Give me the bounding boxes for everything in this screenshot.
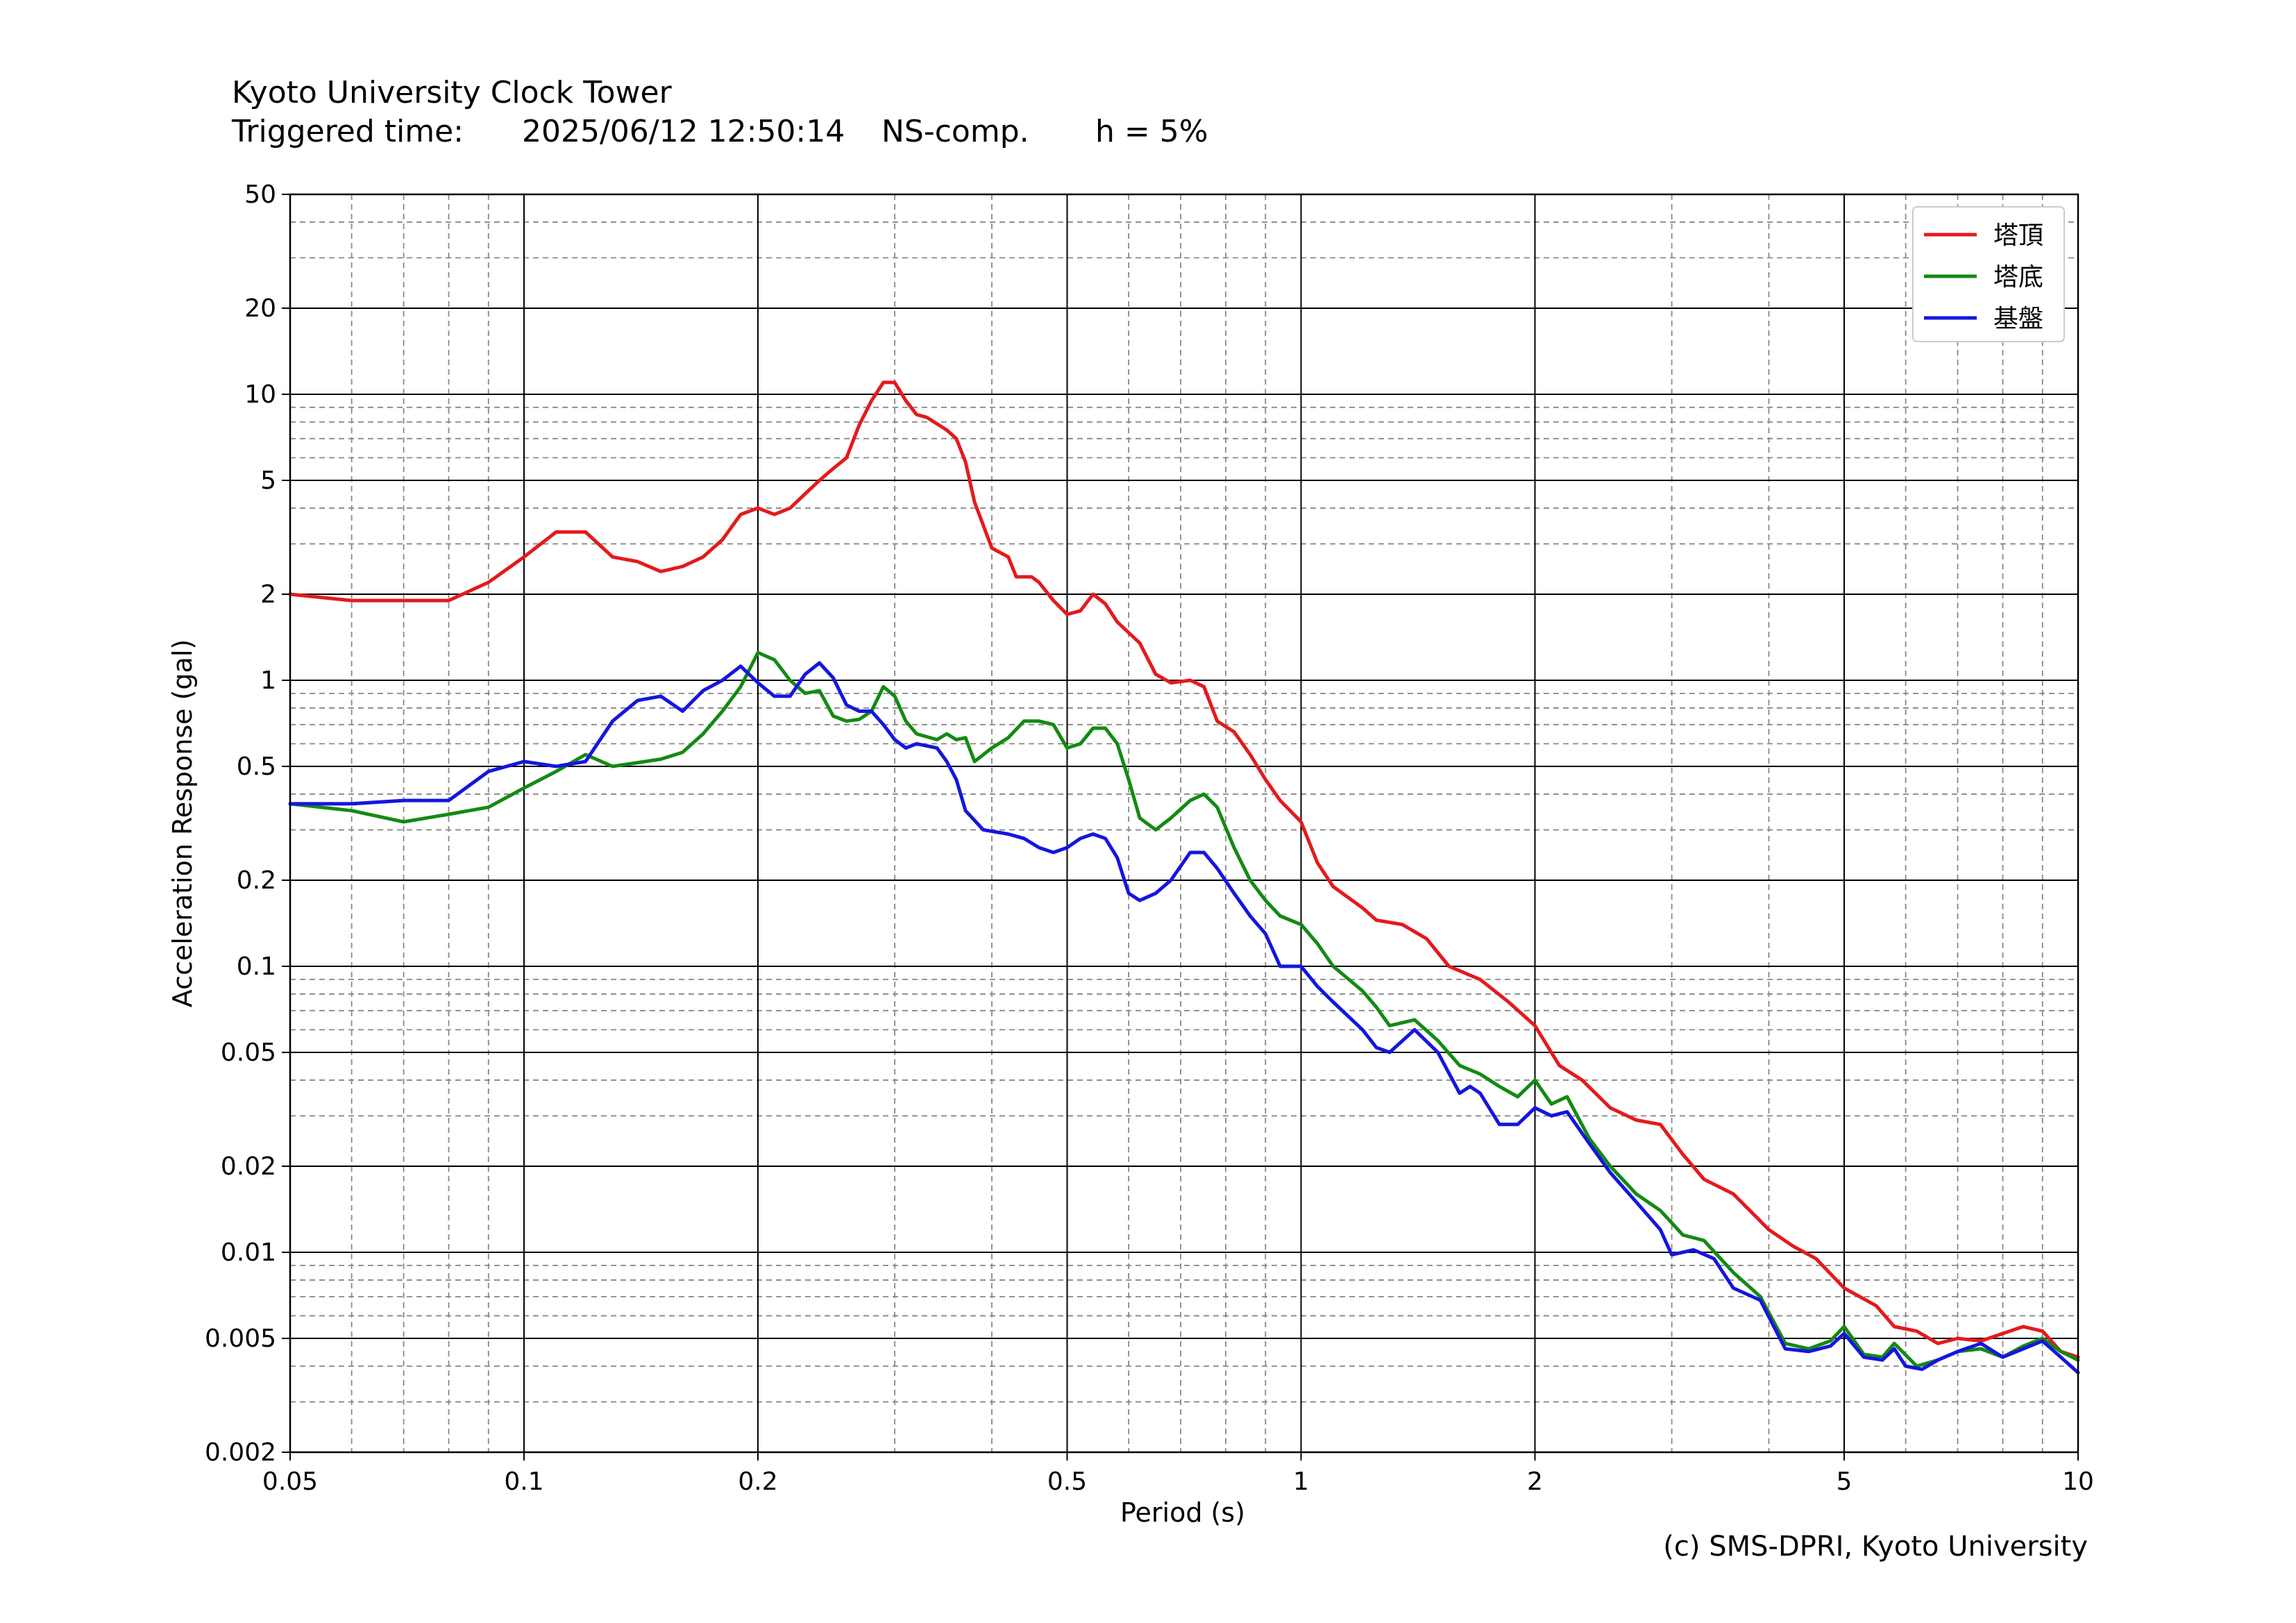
x-axis-label: Period (s) xyxy=(1120,1497,1245,1528)
legend-label: 塔底 xyxy=(1993,263,2043,292)
damping-label: h = 5% xyxy=(1095,114,1208,149)
y-tick-label: 0.01 xyxy=(221,1238,276,1267)
x-tick-label: 2 xyxy=(1527,1468,1543,1496)
x-tick-label: 0.05 xyxy=(262,1468,318,1496)
plot-background xyxy=(290,194,2078,1452)
y-tick-label: 0.002 xyxy=(205,1438,276,1467)
x-tick-label: 0.1 xyxy=(504,1468,543,1496)
x-tick-label: 1 xyxy=(1293,1468,1309,1496)
grid xyxy=(289,194,2079,1453)
y-tick-label: 2 xyxy=(260,580,276,609)
x-tick-label: 5 xyxy=(1837,1468,1852,1496)
y-tick-label: 1 xyxy=(260,666,276,695)
trigger-label: Triggered time: xyxy=(232,114,464,149)
y-tick-label: 0.005 xyxy=(205,1325,276,1353)
plot-frame xyxy=(289,193,2079,1454)
x-tick-label: 10 xyxy=(2062,1468,2094,1496)
credit-text: (c) SMS-DPRI, Kyoto University xyxy=(1663,1531,2088,1563)
series-line-塔底 xyxy=(288,650,2080,1368)
y-axis-label: Acceleration Response (gal) xyxy=(167,639,198,1007)
station-title: Kyoto University Clock Tower xyxy=(232,75,672,110)
y-tick-label: 0.1 xyxy=(237,952,276,981)
y-tick-label: 0.05 xyxy=(221,1038,276,1067)
y-tick-label: 10 xyxy=(244,380,276,409)
x-tick-label: 0.5 xyxy=(1047,1468,1087,1496)
x-tick-label: 0.2 xyxy=(738,1468,777,1496)
legend-label: 基盤 xyxy=(1993,305,2043,333)
trigger-time: 2025/06/12 12:50:14 xyxy=(522,114,845,149)
y-tick-label: 50 xyxy=(244,180,276,209)
component-label: NS-comp. xyxy=(881,114,1029,149)
y-tick-label: 0.2 xyxy=(237,866,276,895)
y-tick-label: 0.5 xyxy=(237,752,276,781)
y-tick-label: 0.02 xyxy=(221,1152,276,1181)
y-tick-label: 20 xyxy=(244,294,276,323)
axis-ticks: 0.05 0.1 0.2 0.5 1 2 5 10 0.002 0.005 0.01 0.02 0.05… xyxy=(205,180,2094,1496)
legend-label: 塔頂 xyxy=(1993,221,2043,250)
series-line-基盤 xyxy=(288,661,2080,1374)
y-tick-label: 5 xyxy=(260,466,276,495)
legend-box xyxy=(1912,206,2065,342)
series-lines xyxy=(288,380,2080,1374)
series-line-塔頂 xyxy=(288,380,2080,1359)
